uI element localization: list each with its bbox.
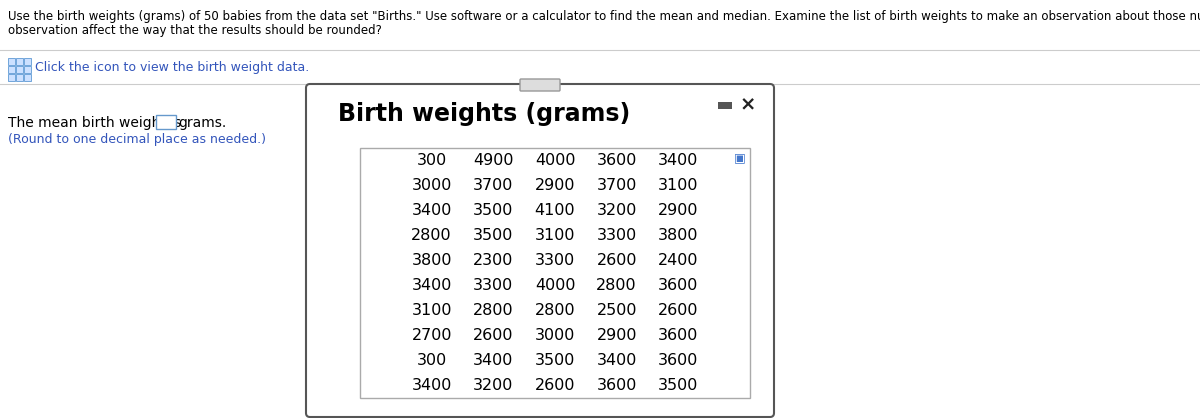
Text: 2900: 2900 xyxy=(658,203,698,218)
Text: 4000: 4000 xyxy=(535,153,575,168)
Text: 3400: 3400 xyxy=(473,353,514,368)
Text: ▣: ▣ xyxy=(734,151,746,165)
Text: 3700: 3700 xyxy=(596,178,637,193)
Text: 4000: 4000 xyxy=(535,278,575,293)
Text: 2900: 2900 xyxy=(535,178,575,193)
Text: 2800: 2800 xyxy=(473,303,514,318)
Bar xyxy=(24,58,31,65)
Text: 2900: 2900 xyxy=(596,328,637,343)
Text: 3300: 3300 xyxy=(535,253,575,268)
Text: 3400: 3400 xyxy=(412,278,452,293)
Text: 3100: 3100 xyxy=(658,178,698,193)
Text: 3600: 3600 xyxy=(596,153,637,168)
Bar xyxy=(16,66,23,73)
Bar xyxy=(360,148,750,398)
Text: 3500: 3500 xyxy=(473,228,514,243)
Text: 3800: 3800 xyxy=(412,253,452,268)
Bar xyxy=(8,74,14,81)
Text: 4100: 4100 xyxy=(535,203,575,218)
Text: ×: × xyxy=(740,95,756,115)
Text: 2600: 2600 xyxy=(658,303,698,318)
Text: 3000: 3000 xyxy=(535,328,575,343)
Bar xyxy=(156,115,176,129)
Text: 3200: 3200 xyxy=(596,203,637,218)
Text: 4900: 4900 xyxy=(473,153,514,168)
Bar xyxy=(24,74,31,81)
Text: 2500: 2500 xyxy=(596,303,637,318)
Text: 3100: 3100 xyxy=(412,303,452,318)
Text: 3100: 3100 xyxy=(535,228,575,243)
Text: 3500: 3500 xyxy=(658,378,698,393)
Text: Click the icon to view the birth weight data.: Click the icon to view the birth weight … xyxy=(35,61,310,74)
Text: 2800: 2800 xyxy=(535,303,575,318)
Text: 3400: 3400 xyxy=(596,353,637,368)
Bar xyxy=(718,102,732,109)
Text: 2600: 2600 xyxy=(473,328,514,343)
Text: Use the birth weights (grams) of 50 babies from the data set "Births." Use softw: Use the birth weights (grams) of 50 babi… xyxy=(8,10,1200,23)
Text: 300: 300 xyxy=(416,153,446,168)
Text: grams.: grams. xyxy=(178,116,227,130)
Bar xyxy=(8,58,14,65)
Bar xyxy=(16,58,23,65)
Text: 300: 300 xyxy=(416,353,446,368)
Bar xyxy=(16,74,23,81)
Text: 2400: 2400 xyxy=(658,253,698,268)
Text: The mean birth weight is: The mean birth weight is xyxy=(8,116,181,130)
Text: 3700: 3700 xyxy=(473,178,514,193)
Text: 2600: 2600 xyxy=(596,253,637,268)
Text: 3500: 3500 xyxy=(535,353,575,368)
Text: 3600: 3600 xyxy=(596,378,637,393)
Text: 3600: 3600 xyxy=(658,278,698,293)
Text: 2600: 2600 xyxy=(535,378,575,393)
Text: (Round to one decimal place as needed.): (Round to one decimal place as needed.) xyxy=(8,133,266,146)
Text: 2700: 2700 xyxy=(412,328,452,343)
Text: 3300: 3300 xyxy=(473,278,514,293)
FancyBboxPatch shape xyxy=(520,79,560,91)
Text: 3000: 3000 xyxy=(412,178,452,193)
Text: 3800: 3800 xyxy=(658,228,698,243)
Bar xyxy=(24,66,31,73)
Text: 2800: 2800 xyxy=(596,278,637,293)
Text: 3500: 3500 xyxy=(473,203,514,218)
FancyBboxPatch shape xyxy=(306,84,774,417)
Text: 3600: 3600 xyxy=(658,328,698,343)
Text: 3200: 3200 xyxy=(473,378,514,393)
Text: 3600: 3600 xyxy=(658,353,698,368)
Text: Birth weights (grams): Birth weights (grams) xyxy=(338,102,630,126)
Bar xyxy=(8,66,14,73)
Text: observation affect the way that the results should be rounded?: observation affect the way that the resu… xyxy=(8,24,382,37)
Text: 3400: 3400 xyxy=(412,203,452,218)
Text: 2800: 2800 xyxy=(412,228,452,243)
Text: 3300: 3300 xyxy=(596,228,637,243)
Text: 2300: 2300 xyxy=(473,253,514,268)
Text: 3400: 3400 xyxy=(412,378,452,393)
Text: 3400: 3400 xyxy=(658,153,698,168)
